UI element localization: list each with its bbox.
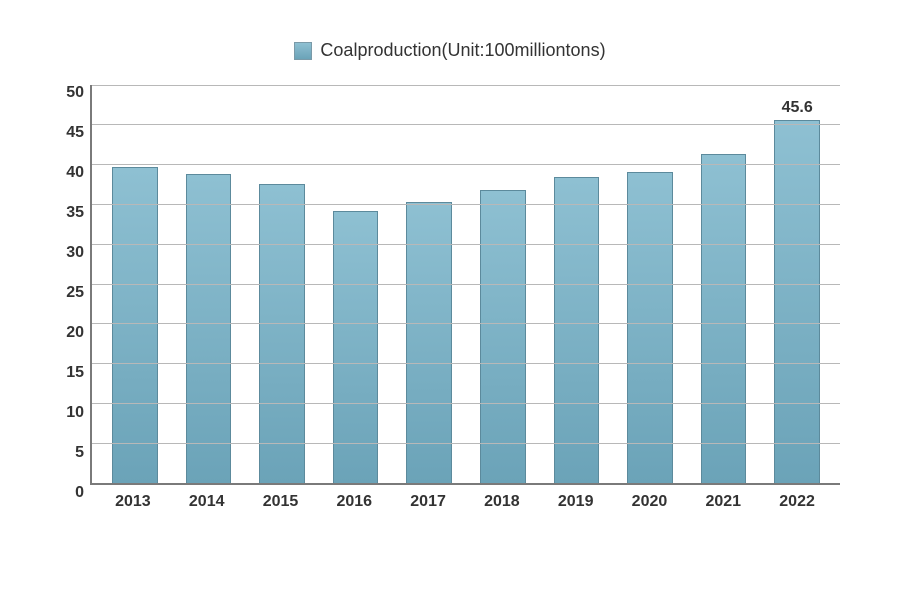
x-tick-label: 2019 bbox=[539, 493, 613, 511]
grid-line bbox=[92, 443, 840, 444]
bar bbox=[554, 177, 600, 483]
chart-legend: Coalproduction(Unit:100milliontons) bbox=[50, 40, 850, 65]
grid-line bbox=[92, 363, 840, 364]
y-tick-label: 0 bbox=[50, 484, 84, 502]
bar bbox=[480, 190, 526, 483]
bar bbox=[627, 172, 673, 482]
grid-line bbox=[92, 164, 840, 165]
y-tick-label: 50 bbox=[50, 84, 84, 102]
grid-line bbox=[92, 124, 840, 125]
x-tick-label: 2013 bbox=[96, 493, 170, 511]
legend-label: Coalproduction(Unit:100milliontons) bbox=[320, 40, 605, 61]
chart-container: Coalproduction(Unit:100milliontons) 0 5 10… bbox=[0, 0, 900, 600]
bar bbox=[259, 184, 305, 483]
y-tick-label: 20 bbox=[50, 324, 84, 342]
y-tick-label: 25 bbox=[50, 284, 84, 302]
x-tick-label: 2017 bbox=[391, 493, 465, 511]
x-tick-label: 2020 bbox=[613, 493, 687, 511]
y-tick-label: 30 bbox=[50, 244, 84, 262]
y-tick-label: 40 bbox=[50, 164, 84, 182]
y-tick-label: 5 bbox=[50, 444, 84, 462]
plot-area: 45.6 bbox=[90, 85, 840, 485]
legend-swatch bbox=[294, 42, 312, 60]
bar: 45.6 bbox=[774, 120, 820, 483]
grid-line bbox=[92, 323, 840, 324]
y-tick-label: 15 bbox=[50, 364, 84, 382]
x-tick-label: 2018 bbox=[465, 493, 539, 511]
x-tick-label: 2014 bbox=[170, 493, 244, 511]
y-tick-label: 35 bbox=[50, 204, 84, 222]
x-tick-label: 2015 bbox=[244, 493, 318, 511]
grid-line bbox=[92, 204, 840, 205]
x-tick-label: 2022 bbox=[760, 493, 834, 511]
bar bbox=[186, 174, 232, 482]
bar-value-label: 45.6 bbox=[782, 99, 813, 117]
y-tick-label: 45 bbox=[50, 124, 84, 142]
y-tick-label: 10 bbox=[50, 404, 84, 422]
x-tick-label: 2021 bbox=[686, 493, 760, 511]
chart-plot-wrap: 05101520253035404550 45.6 20132014201520… bbox=[50, 85, 850, 545]
grid-line bbox=[92, 284, 840, 285]
grid-line bbox=[92, 403, 840, 404]
x-axis: 2013201420152016201720182019202020212022 bbox=[90, 493, 840, 511]
bar bbox=[112, 167, 158, 483]
x-tick-label: 2016 bbox=[317, 493, 391, 511]
y-axis: 05101520253035404550 bbox=[50, 85, 90, 485]
grid-line bbox=[92, 244, 840, 245]
grid-line bbox=[92, 85, 840, 86]
legend-item: Coalproduction(Unit:100milliontons) bbox=[294, 40, 605, 61]
